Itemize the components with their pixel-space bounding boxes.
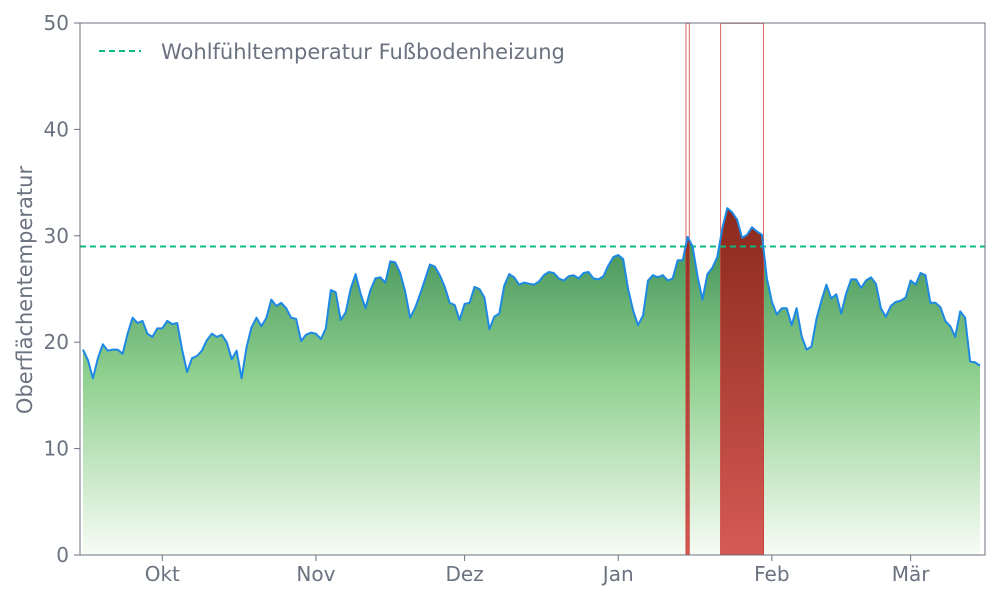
x-tick-label: Jan: [601, 562, 634, 586]
highlight-layer: [685, 23, 764, 555]
x-tick-label: Dez: [445, 562, 483, 586]
legend-label: Wohlfühltemperatur Fußbodenheizung: [161, 40, 565, 64]
x-tick-label: Okt: [145, 562, 180, 586]
x-tick-label: Nov: [296, 562, 335, 586]
highlight-area: [720, 208, 764, 555]
y-tick-label: 0: [56, 543, 69, 567]
y-tick-label: 20: [44, 330, 69, 354]
y-tick-label: 50: [44, 11, 69, 35]
x-tick-label: Feb: [754, 562, 789, 586]
highlight-area: [685, 236, 690, 555]
y-tick-label: 40: [44, 117, 69, 141]
y-axis: 0 10 20 30 40 50: [44, 11, 80, 567]
plot-frame: [79, 22, 986, 556]
y-tick-label: 30: [44, 224, 69, 248]
area-fill: [83, 208, 980, 555]
y-tick-label: 10: [44, 437, 69, 461]
x-tick-label: Mär: [892, 562, 931, 586]
x-axis: Okt Nov Dez Jan Feb Mär: [145, 555, 931, 586]
legend: Wohlfühltemperatur Fußbodenheizung: [99, 40, 565, 64]
area-fill-layer: [83, 208, 980, 555]
y-axis-label: Oberflächentemperatur: [13, 166, 37, 415]
series-line: [82, 207, 981, 380]
